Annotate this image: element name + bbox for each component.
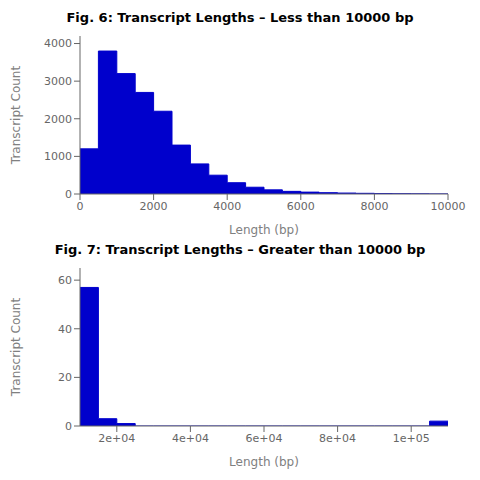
svg-text:0: 0 — [77, 200, 84, 213]
svg-text:8000: 8000 — [360, 200, 388, 213]
svg-text:20: 20 — [58, 371, 72, 384]
svg-text:2000: 2000 — [44, 113, 72, 126]
svg-text:40: 40 — [58, 323, 72, 336]
svg-text:10000: 10000 — [431, 200, 466, 213]
svg-text:Transcript Count: Transcript Count — [9, 298, 23, 398]
svg-text:2e+04: 2e+04 — [98, 432, 135, 445]
svg-text:Length (bp): Length (bp) — [229, 455, 299, 469]
html-text:Fig. 6: Transcript Lengths – L: Fig. 6: Transcript Lengths – Less than 1… — [66, 10, 414, 25]
svg-text:60: 60 — [58, 274, 72, 287]
svg-text:6000: 6000 — [287, 200, 315, 213]
svg-text:Transcript Count: Transcript Count — [9, 66, 23, 166]
svg-text:1e+05: 1e+05 — [393, 432, 430, 445]
svg-text:0: 0 — [65, 420, 72, 433]
svg-text:3000: 3000 — [44, 75, 72, 88]
svg-text:8e+04: 8e+04 — [319, 432, 356, 445]
svg-text:Length (bp): Length (bp) — [229, 223, 299, 237]
html-text:Fig. 7: Transcript Lengths – G: Fig. 7: Transcript Lengths – Greater tha… — [54, 242, 426, 257]
svg-text:0: 0 — [65, 188, 72, 201]
svg-text:2000: 2000 — [140, 200, 168, 213]
svg-text:6e+04: 6e+04 — [246, 432, 283, 445]
svg-text:4000: 4000 — [213, 200, 241, 213]
svg-text:1000: 1000 — [44, 150, 72, 163]
svg-text:4000: 4000 — [44, 37, 72, 50]
svg-text:4e+04: 4e+04 — [172, 432, 209, 445]
